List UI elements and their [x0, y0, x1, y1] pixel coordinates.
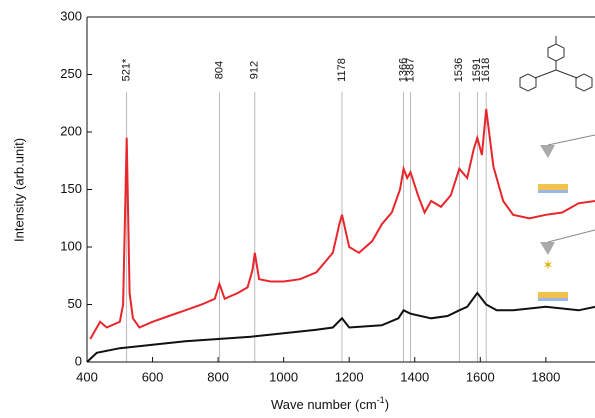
peak-label: 521* — [121, 58, 133, 81]
x-axis-label-tail: ) — [385, 397, 389, 412]
x-tick-label: 1600 — [466, 369, 495, 384]
y-tick-label: 250 — [60, 66, 82, 81]
y-tick-label: 300 — [60, 8, 82, 23]
x-axis-label: Wave number (cm-1) — [271, 395, 389, 412]
y-tick-label: 0 — [75, 353, 82, 368]
peak-label: 1387 — [404, 58, 416, 82]
peak-label: 1178 — [336, 58, 348, 82]
peak-label: 1591 — [471, 58, 483, 82]
x-axis-label-text: Wave number (cm — [271, 397, 377, 412]
peak-label: 1366 — [398, 58, 410, 82]
x-tick-label: 1200 — [335, 369, 364, 384]
y-tick-label: 50 — [68, 296, 82, 311]
svg-text:✶: ✶ — [543, 257, 554, 272]
x-tick-label: 1000 — [269, 369, 298, 384]
tip-icons: ✶ — [538, 134, 595, 301]
peak-label: 1536 — [453, 58, 465, 82]
x-tick-label: 400 — [76, 369, 98, 384]
y-tick-label: 200 — [60, 123, 82, 138]
x-tick-label: 1800 — [531, 369, 560, 384]
peak-label: 912 — [249, 61, 261, 79]
y-axis-label: Intensity (arb.unit) — [11, 138, 26, 242]
peak-label: 1618 — [480, 58, 492, 82]
y-tick-label: 100 — [60, 238, 82, 253]
molecule-inset — [519, 36, 593, 92]
spectrum-line — [86, 291, 595, 363]
x-tick-label: 800 — [207, 369, 229, 384]
spectrum-line — [89, 108, 595, 340]
x-tick-label: 1400 — [400, 369, 429, 384]
x-tick-label: 600 — [142, 369, 164, 384]
y-tick-label: 150 — [60, 181, 82, 196]
x-axis-label-sup: -1 — [377, 395, 385, 405]
peak-label: 804 — [213, 61, 225, 79]
